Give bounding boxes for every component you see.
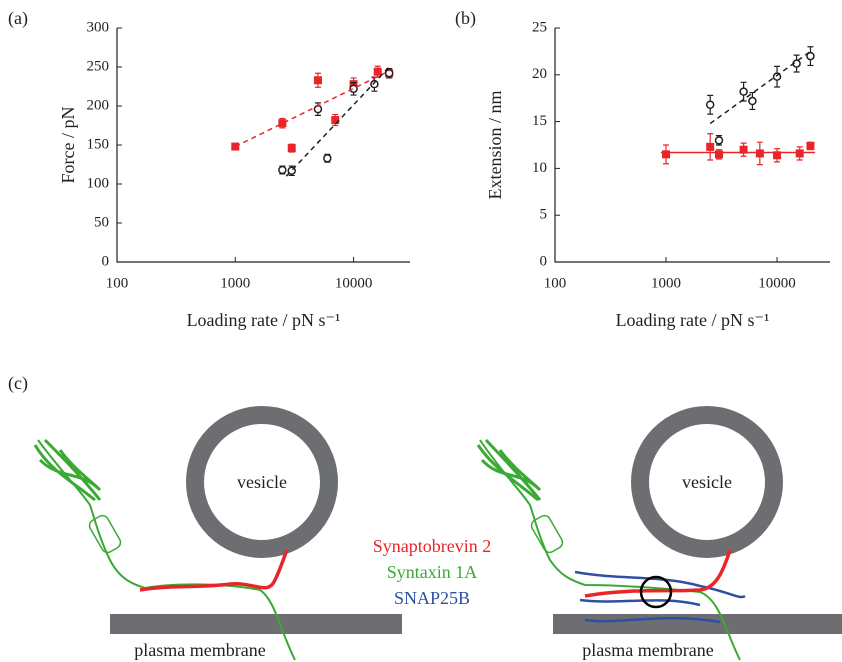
- vesicle-label: vesicle: [682, 472, 732, 492]
- snap25: [574, 570, 746, 624]
- data-point: [739, 145, 748, 154]
- data-point: [714, 136, 724, 145]
- axis: [116, 28, 410, 263]
- data-point: [349, 84, 358, 94]
- syntaxin: [479, 439, 741, 661]
- data-point: [278, 165, 287, 175]
- data-point: [313, 76, 322, 85]
- y-tick-label: 100: [87, 175, 110, 191]
- y-tick-label: 50: [94, 214, 109, 230]
- membrane: [110, 614, 402, 634]
- membrane-label: plasma membrane: [582, 640, 713, 660]
- syntaxin: [37, 439, 296, 661]
- membrane: [553, 614, 842, 634]
- x-axis-label: Loading rate / pN s⁻¹: [616, 310, 770, 330]
- domain: [530, 514, 564, 554]
- vesicle: [631, 406, 783, 558]
- habc-domain: [476, 438, 542, 502]
- data-point: [755, 149, 764, 158]
- data-point: [714, 150, 723, 159]
- data-point: [795, 149, 804, 158]
- vesicle: [186, 406, 338, 558]
- y-axis-label: Extension / nm: [485, 91, 505, 200]
- highlight: [639, 575, 673, 609]
- data-point: [748, 96, 757, 106]
- x-tick-label: 10000: [335, 275, 373, 291]
- data-point: [287, 144, 296, 153]
- axis: [554, 28, 830, 263]
- synaptobrevin: [139, 549, 289, 592]
- domain: [88, 514, 122, 554]
- y-tick-label: 250: [87, 58, 110, 74]
- protein-label: Synaptobrevin 2: [373, 536, 492, 556]
- data-point: [323, 154, 332, 163]
- data-point: [806, 51, 815, 61]
- data-point: [384, 68, 394, 78]
- y-tick-label: 0: [102, 253, 110, 269]
- x-tick-label: 10000: [758, 275, 796, 291]
- membrane-label: plasma membrane: [134, 640, 265, 660]
- diagram: [33, 406, 842, 661]
- y-tick-label: 300: [87, 19, 110, 35]
- data-point: [373, 67, 382, 76]
- y-tick-label: 5: [540, 207, 548, 223]
- x-tick-label: 100: [106, 275, 129, 291]
- fit-line: [234, 70, 390, 148]
- vesicle-label: vesicle: [237, 472, 287, 492]
- protein-label: Syntaxin 1A: [387, 562, 478, 582]
- y-tick-label: 15: [532, 113, 547, 129]
- data-point: [706, 142, 715, 151]
- y-tick-label: 150: [87, 136, 110, 152]
- data-point: [773, 151, 782, 160]
- data-point: [739, 87, 748, 96]
- x-axis-label: Loading rate / pN s⁻¹: [187, 310, 341, 330]
- data-point: [806, 141, 815, 150]
- synaptobrevin: [584, 549, 732, 598]
- y-tick-label: 10: [532, 160, 547, 176]
- panel-label: (b): [455, 8, 476, 29]
- panel-label: (a): [8, 8, 28, 29]
- data-point: [331, 116, 340, 125]
- y-tick-label: 20: [532, 66, 547, 82]
- fit-line: [285, 66, 390, 177]
- y-tick-label: 200: [87, 97, 110, 113]
- data-point: [278, 119, 287, 128]
- fit-line: [709, 50, 811, 125]
- data-point: [705, 100, 715, 110]
- protein-label: SNAP25B: [394, 588, 470, 608]
- x-tick-label: 1000: [220, 275, 250, 291]
- panel-label: (c): [8, 373, 28, 394]
- habc-domain: [33, 438, 102, 502]
- data-point: [662, 150, 671, 159]
- y-tick-label: 0: [540, 253, 548, 269]
- data-point: [370, 79, 379, 89]
- x-tick-label: 1000: [651, 275, 681, 291]
- y-axis-label: Force / pN: [58, 107, 78, 184]
- y-tick-label: 25: [532, 19, 547, 35]
- x-tick-label: 100: [544, 275, 567, 291]
